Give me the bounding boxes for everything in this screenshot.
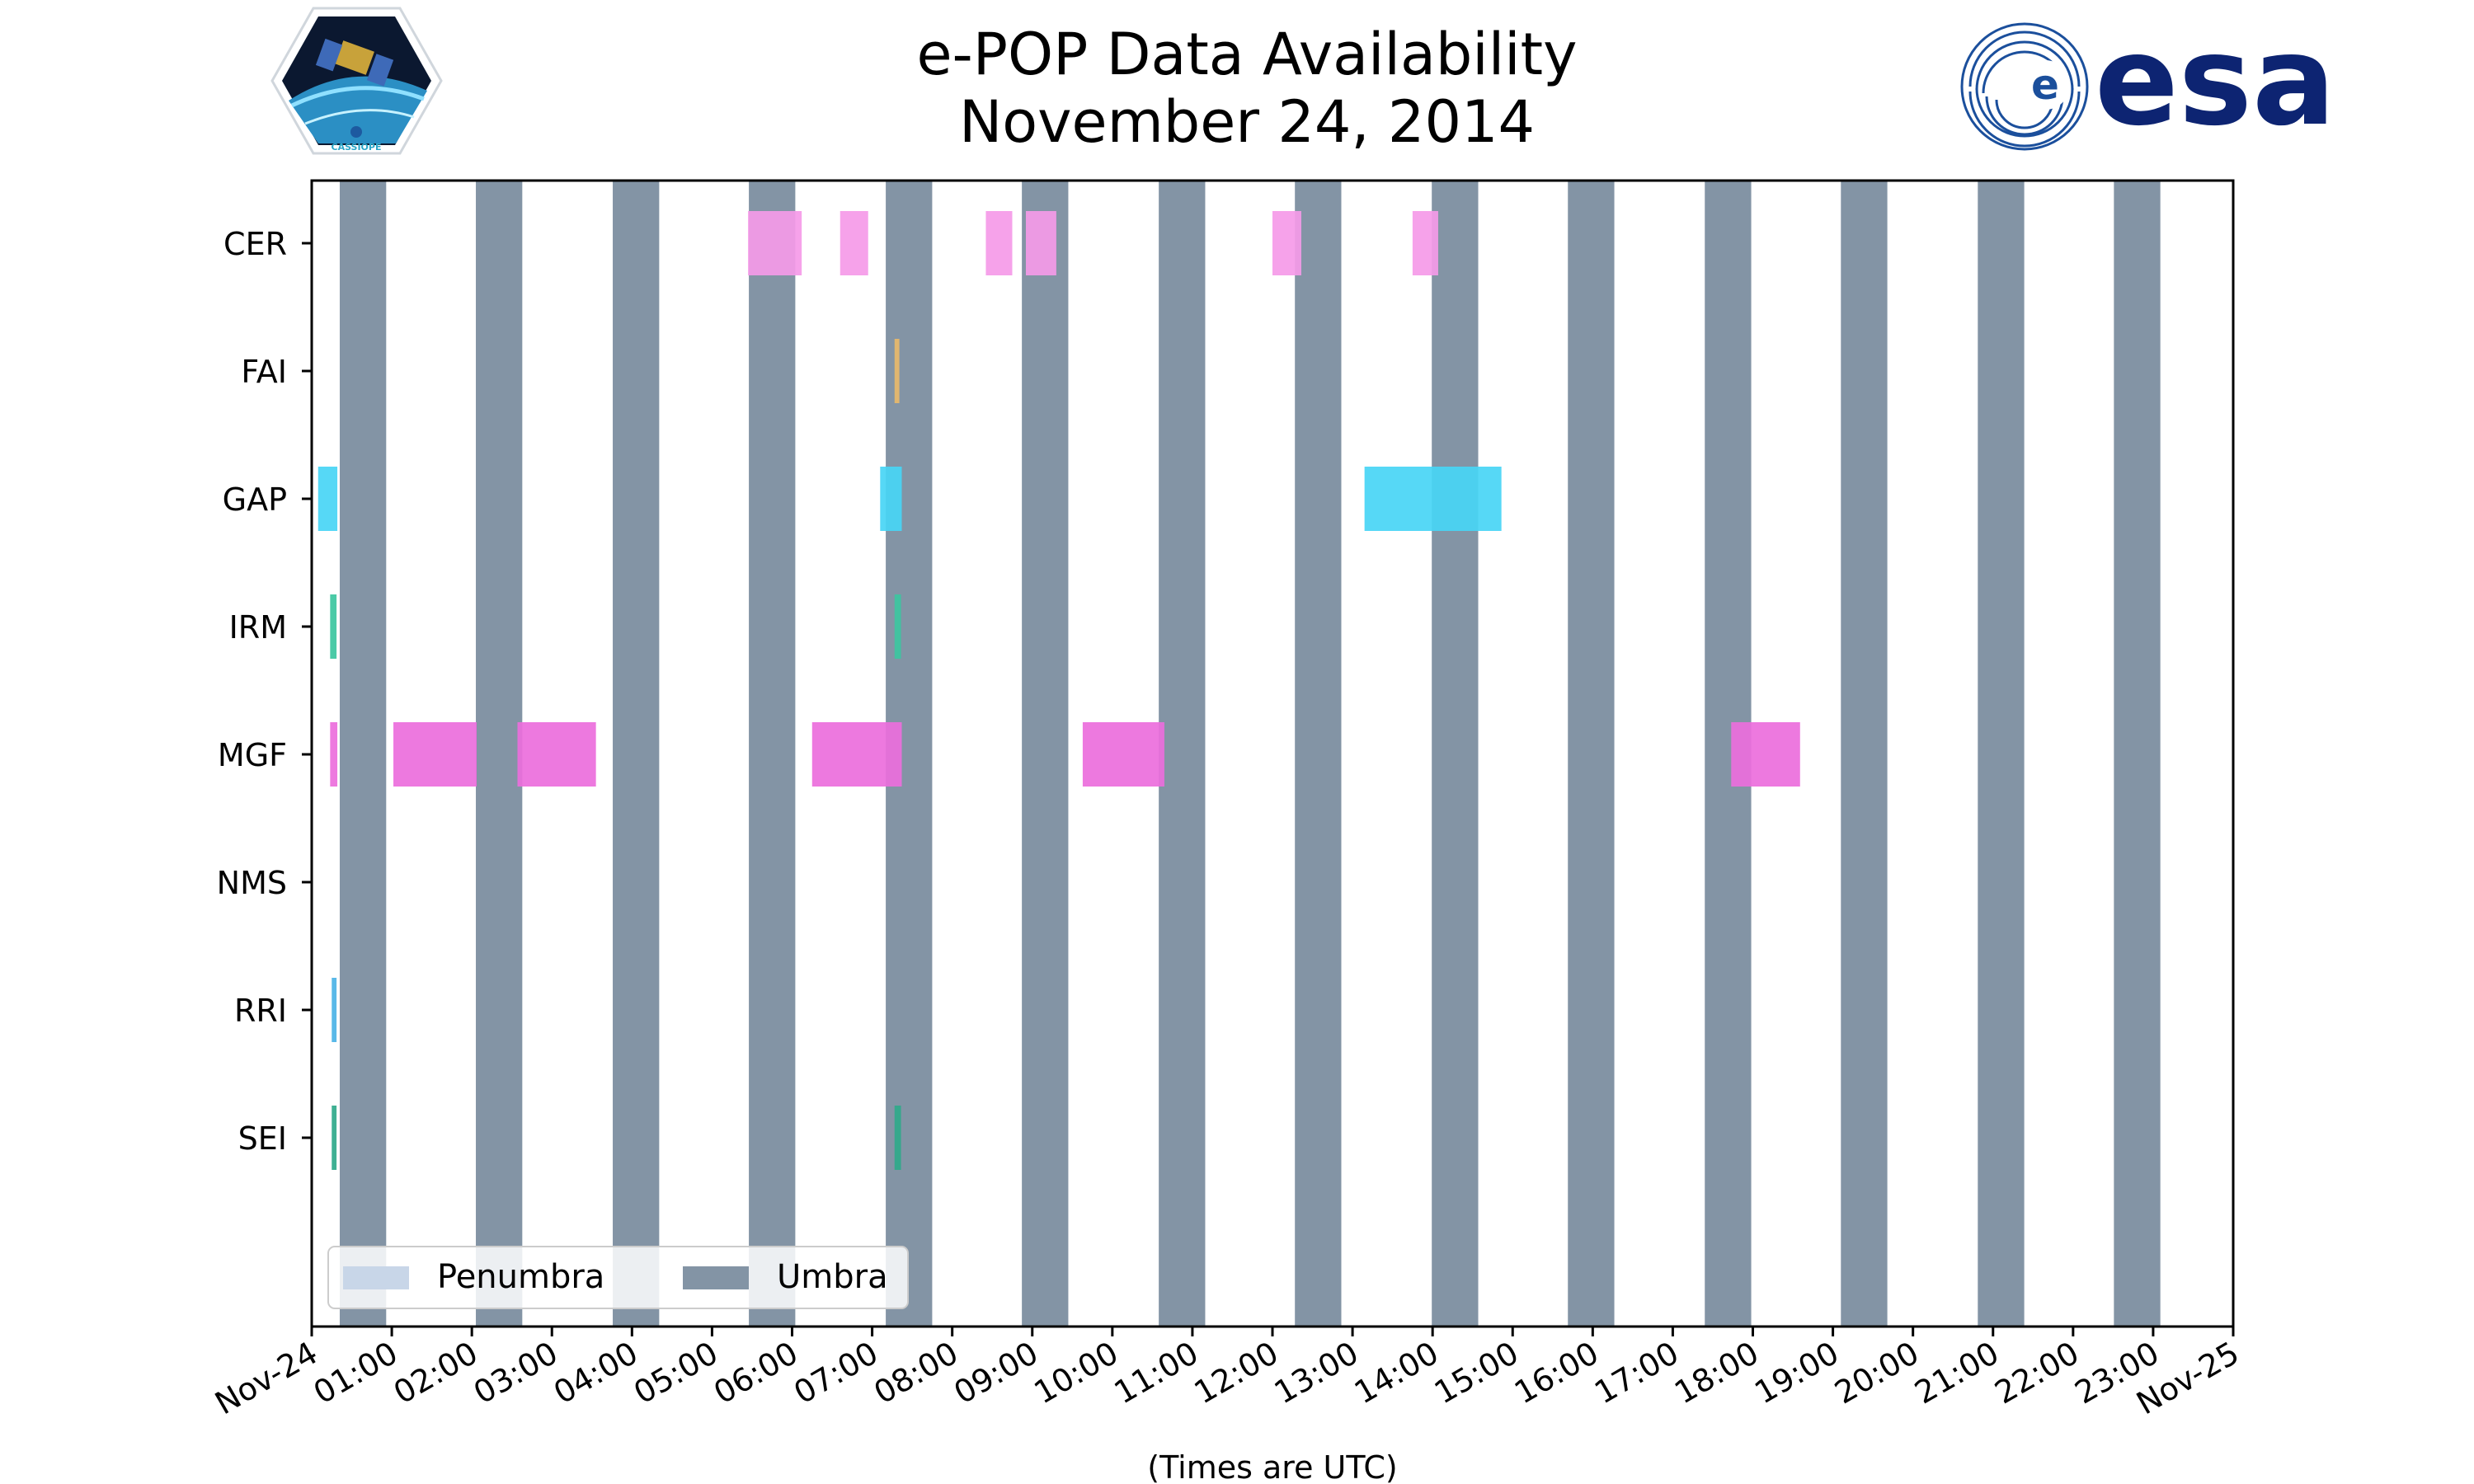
umbra-band [1432,181,1479,1327]
legend-penumbra-label: Penumbra [437,1258,604,1296]
segment-cer [1272,211,1301,275]
x-tick-label: 14:00 [1348,1335,1445,1411]
y-tick-label-gap: GAP [223,481,287,518]
cassiope-logo-text: CASSIOPE [332,142,382,153]
x-tick-label: 09:00 [948,1335,1044,1411]
x-tick-label: 19:00 [1748,1335,1845,1411]
cassiope-mission-patch-icon: CASSIOPE [270,7,443,155]
umbra-band [1159,181,1206,1327]
data-segments [317,211,1800,1170]
x-tick-label: 01:00 [308,1335,404,1411]
y-axis: CER FAI GAP IRM MGF NMS RRI SEI [217,226,312,1157]
segment-cer [840,211,868,275]
umbra-band [1978,181,2025,1327]
umbra-band [1022,181,1069,1327]
segment-mgf [330,722,338,787]
x-tick-label: 18:00 [1668,1335,1765,1411]
x-tick-label: 17:00 [1588,1335,1685,1411]
plot-frame [310,179,2235,1328]
y-tick-label-sei: SEI [238,1120,287,1157]
chart-title-line2: November 24, 2014 [959,88,1535,156]
umbra-band [476,181,523,1327]
x-tick-label: 11:00 [1108,1335,1205,1411]
x-tick-label: 05:00 [628,1335,724,1411]
umbra-band [1295,181,1342,1327]
segment-mgf [517,722,596,787]
segment-gap [1364,467,1502,531]
segment-gap [317,467,338,531]
x-tick-label: 07:00 [788,1335,884,1411]
legend-umbra-swatch [683,1266,749,1289]
y-tick-label-irm: IRM [229,609,287,646]
x-tick-label: 12:00 [1188,1335,1285,1411]
segment-mgf [1731,722,1800,787]
legend-umbra-label: Umbra [777,1258,888,1296]
svg-text:e: e [2031,61,2059,109]
umbra-band [613,181,660,1327]
segment-cer [1412,211,1438,275]
x-tick-label: 04:00 [548,1335,644,1411]
x-tick-label: 21:00 [1908,1335,2005,1411]
y-tick-label-cer: CER [223,226,287,262]
umbra-bands [339,181,2161,1327]
umbra-band [749,181,796,1327]
segment-mgf [393,722,477,787]
umbra-band [2114,181,2161,1327]
segment-gap [880,467,902,531]
segment-fai [894,339,900,403]
segment-irm [894,594,901,659]
x-tick-label: 08:00 [868,1335,964,1411]
segment-sei [894,1106,901,1170]
segment-cer [1025,211,1056,275]
umbra-band [1568,181,1615,1327]
y-tick-label-mgf: MGF [218,737,287,773]
segment-mgf [1082,722,1164,787]
y-tick-label-fai: FAI [241,354,287,390]
x-tick-label: 10:00 [1028,1335,1124,1411]
x-axis-label: (Times are UTC) [1147,1449,1397,1484]
x-tick-label: 15:00 [1428,1335,1525,1411]
x-axis: Nov-2401:0002:0003:0004:0005:0006:0007:0… [209,1327,2246,1422]
esa-logo-text: esa [2095,10,2335,153]
segment-rri [332,978,337,1042]
legend-penumbra-swatch [343,1266,409,1289]
umbra-band [339,181,387,1327]
y-tick-label-nms: NMS [217,865,287,901]
segment-sei [332,1106,337,1170]
y-tick-label-rri: RRI [234,993,287,1029]
segment-irm [330,594,337,659]
x-tick-label: 02:00 [388,1335,484,1411]
x-tick-label: 03:00 [468,1335,564,1411]
segment-mgf [811,722,902,787]
segment-cer [748,211,802,275]
x-tick-label: 13:00 [1268,1335,1365,1411]
x-tick-label: 06:00 [708,1335,804,1411]
x-tick-label: 16:00 [1508,1335,1605,1411]
legend: Penumbra Umbra [327,1246,909,1309]
x-tick-label: 22:00 [1988,1335,2085,1411]
umbra-band [1841,181,1888,1327]
esa-logo-icon: e esa [1960,10,2335,153]
segment-cer [985,211,1013,275]
chart-title-line1: e-POP Data Availability [916,21,1577,88]
x-tick-label: Nov-24 [209,1335,323,1422]
x-tick-label: 20:00 [1828,1335,1925,1411]
